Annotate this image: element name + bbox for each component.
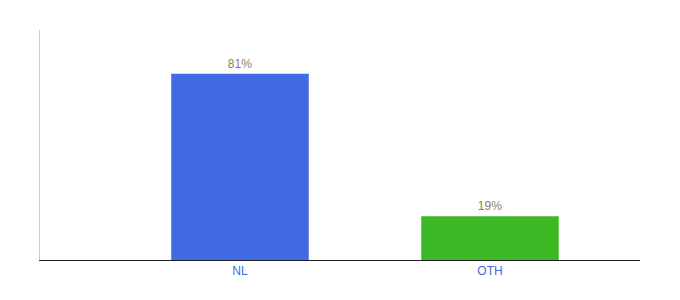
svg-text:OTH: OTH: [477, 264, 502, 278]
svg-text:81%: 81%: [228, 57, 252, 71]
svg-text:NL: NL: [232, 264, 248, 278]
svg-text:19%: 19%: [478, 199, 502, 213]
